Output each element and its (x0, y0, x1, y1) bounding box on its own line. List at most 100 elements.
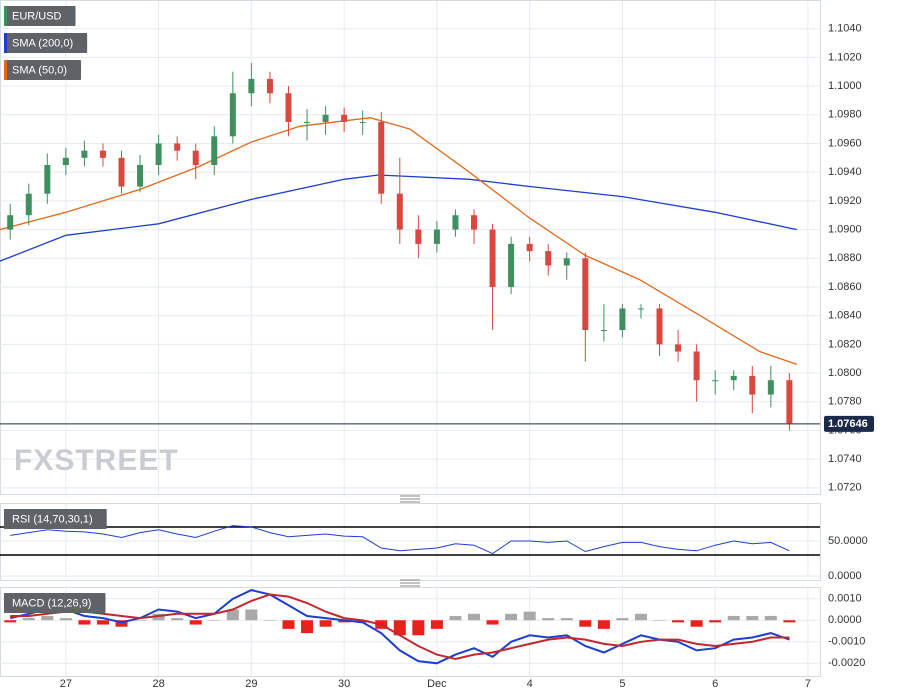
histogram-bar (338, 620, 351, 623)
candle-body (582, 258, 589, 330)
x-tick-label: 4 (527, 678, 533, 690)
legend-entry: EUR/USD (4, 6, 76, 26)
histogram-bar (634, 613, 647, 621)
y-tick-label: 0.0000 (828, 614, 862, 626)
histogram-bar (301, 620, 314, 634)
histogram-bar (245, 609, 258, 621)
candle-body (248, 78, 255, 94)
y-tick-label: 1.0840 (828, 310, 862, 322)
candle-body (656, 308, 663, 345)
candle-body (229, 93, 236, 137)
histogram-bar (319, 620, 332, 627)
legend-swatch (4, 60, 7, 80)
candle-body (415, 229, 422, 244)
y-tick-label: 1.0780 (828, 396, 862, 408)
candle-body (489, 229, 496, 287)
candle-body (211, 136, 218, 165)
candle-body (99, 150, 106, 158)
legend-label: MACD (12,26,9) (12, 597, 91, 609)
histogram-bar (208, 620, 221, 621)
candle-body (192, 150, 199, 165)
candle-body (600, 330, 607, 331)
histogram-bar (412, 620, 425, 636)
x-tick-label: 6 (712, 678, 718, 690)
sma-line (0, 117, 798, 366)
histogram-bar (468, 613, 481, 621)
candle-body (767, 380, 774, 395)
y-tick-label: 50.0000 (828, 535, 868, 547)
histogram-bar (189, 620, 202, 625)
candle-body (563, 258, 570, 266)
legend-swatch (4, 33, 7, 53)
candle-body (118, 157, 125, 187)
legend-box (4, 6, 76, 26)
y-tick-label: 1.1020 (828, 51, 862, 63)
histogram-bar (542, 618, 555, 621)
histogram-bar (152, 613, 165, 621)
candle-body (619, 308, 626, 330)
histogram-bar (282, 620, 295, 629)
legend-entry: SMA (200,0) (4, 33, 88, 53)
histogram-bar (597, 620, 610, 629)
x-tick-label: 28 (152, 678, 164, 690)
candle-body (155, 143, 162, 165)
legend-label: SMA (200,0) (12, 37, 73, 49)
histogram-bar (134, 620, 147, 621)
y-tick-label: 1.0940 (828, 166, 862, 178)
candle-body (712, 380, 719, 382)
y-tick-label: 1.0880 (828, 252, 862, 264)
legend-swatch (4, 6, 7, 26)
y-tick-label: 1.0800 (828, 367, 862, 379)
last-price-label: 1.07646 (828, 418, 868, 430)
candle-body (693, 351, 700, 381)
y-tick-label: 1.0740 (828, 453, 862, 465)
candle-body (508, 243, 515, 287)
y-tick-label: 1.1000 (828, 80, 862, 92)
candle-body (304, 121, 311, 123)
candle-body (675, 344, 682, 352)
candle-body (62, 157, 69, 165)
histogram-bar (22, 618, 35, 621)
candle-body (378, 121, 385, 194)
histogram-bar (78, 620, 91, 625)
histogram-bar (616, 618, 629, 621)
candle-body (44, 165, 51, 194)
watermark: FXSTREET (14, 444, 179, 477)
histogram-bar (690, 620, 703, 627)
legend-swatch (4, 509, 7, 529)
histogram-bar (727, 615, 740, 621)
candle-body (359, 121, 366, 123)
histogram-bar (115, 620, 128, 627)
histogram-bar (263, 620, 276, 621)
last-price-box (824, 415, 874, 432)
histogram-bar (579, 620, 592, 627)
x-tick-label: Dec (427, 678, 447, 690)
candle-body (637, 308, 644, 310)
macd-panel (0, 587, 821, 677)
histogram-bar (449, 615, 462, 621)
y-tick-label: 0.0010 (828, 593, 862, 605)
histogram-bar (59, 618, 72, 621)
legend-box (4, 60, 82, 80)
candle-body (471, 215, 478, 230)
candle-body (266, 78, 273, 94)
candle-body (433, 229, 440, 244)
x-tick-label: 27 (60, 678, 72, 690)
histogram-bar (505, 613, 518, 621)
signal-line (10, 593, 790, 661)
legend-box (4, 33, 88, 53)
histogram-bar (523, 611, 536, 621)
candle-body (322, 114, 329, 122)
histogram-bar (653, 620, 666, 621)
candle-body (81, 150, 88, 158)
rsi-line (10, 525, 790, 555)
candle-body (341, 114, 348, 122)
histogram-bar (672, 620, 685, 623)
candle-body (545, 251, 552, 266)
y-tick-label: 1.0980 (828, 109, 862, 121)
legend-label: SMA (50,0) (12, 64, 67, 76)
x-tick-label: 5 (619, 678, 625, 690)
y-tick-label: 0.0000 (828, 570, 862, 582)
